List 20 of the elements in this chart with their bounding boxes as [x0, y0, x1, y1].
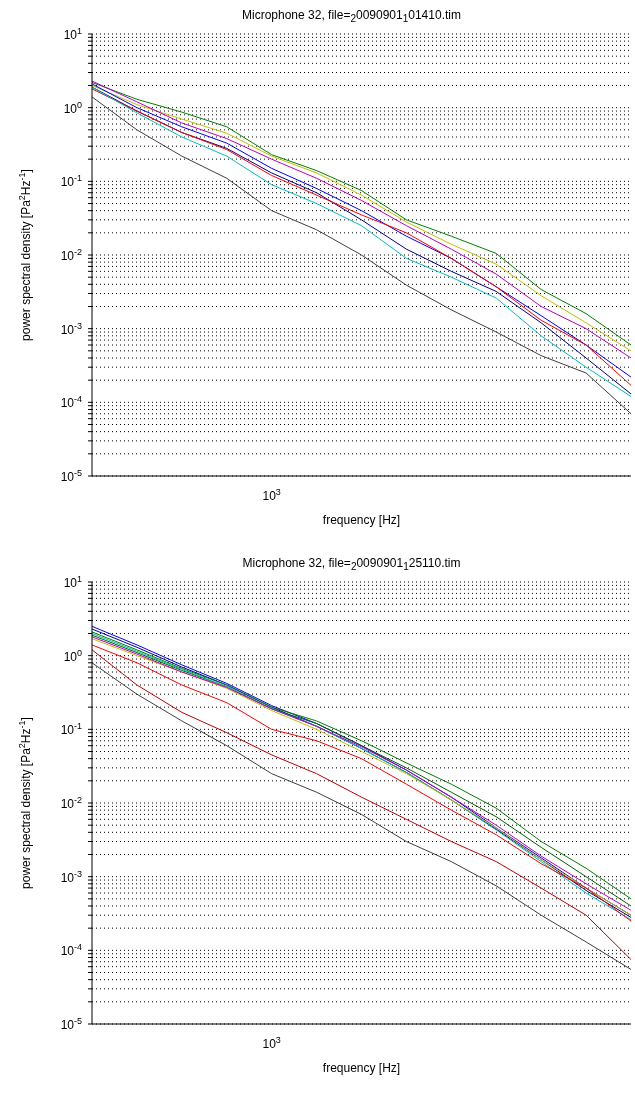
y-tick-label: 10$^{-4}$	[60, 394, 82, 411]
y-tick-label: 10$^{-1}$	[60, 721, 82, 738]
y-tick-label: 10$^{-3}$	[60, 868, 82, 885]
y-tick-label: 10$^{1}$	[63, 574, 82, 590]
y-tick-label: 10$^{-2}$	[60, 795, 82, 811]
x-axis-title: frequency [Hz]	[322, 1061, 401, 1075]
y-tick-label: 10$^{-2}$	[60, 247, 82, 263]
chart-title: Microphone 32, file=$_{2}$0090901$_{1}$25110.tim	[241, 556, 462, 574]
x-axis-title: frequency [Hz]	[322, 513, 401, 527]
y-tick-label: 10$^{0}$	[63, 647, 82, 664]
chart-title: Microphone 32, file=$_{2}$0090901$_{1}$01410.tim	[241, 8, 462, 26]
y-tick-label: 10$^{1}$	[63, 26, 82, 42]
y-tick-label: 10$^{0}$	[63, 99, 82, 116]
x-tick-label: 10$^{3}$	[262, 1035, 281, 1051]
x-tick-label: 10$^{3}$	[262, 487, 281, 503]
y-tick-label: 10$^{-5}$	[60, 468, 82, 484]
y-tick-label: 10$^{-3}$	[60, 320, 82, 337]
y-tick-label: 10$^{-4}$	[60, 942, 82, 959]
y-tick-label: 10$^{-5}$	[60, 1016, 82, 1032]
y-tick-label: 10$^{-1}$	[60, 173, 82, 190]
